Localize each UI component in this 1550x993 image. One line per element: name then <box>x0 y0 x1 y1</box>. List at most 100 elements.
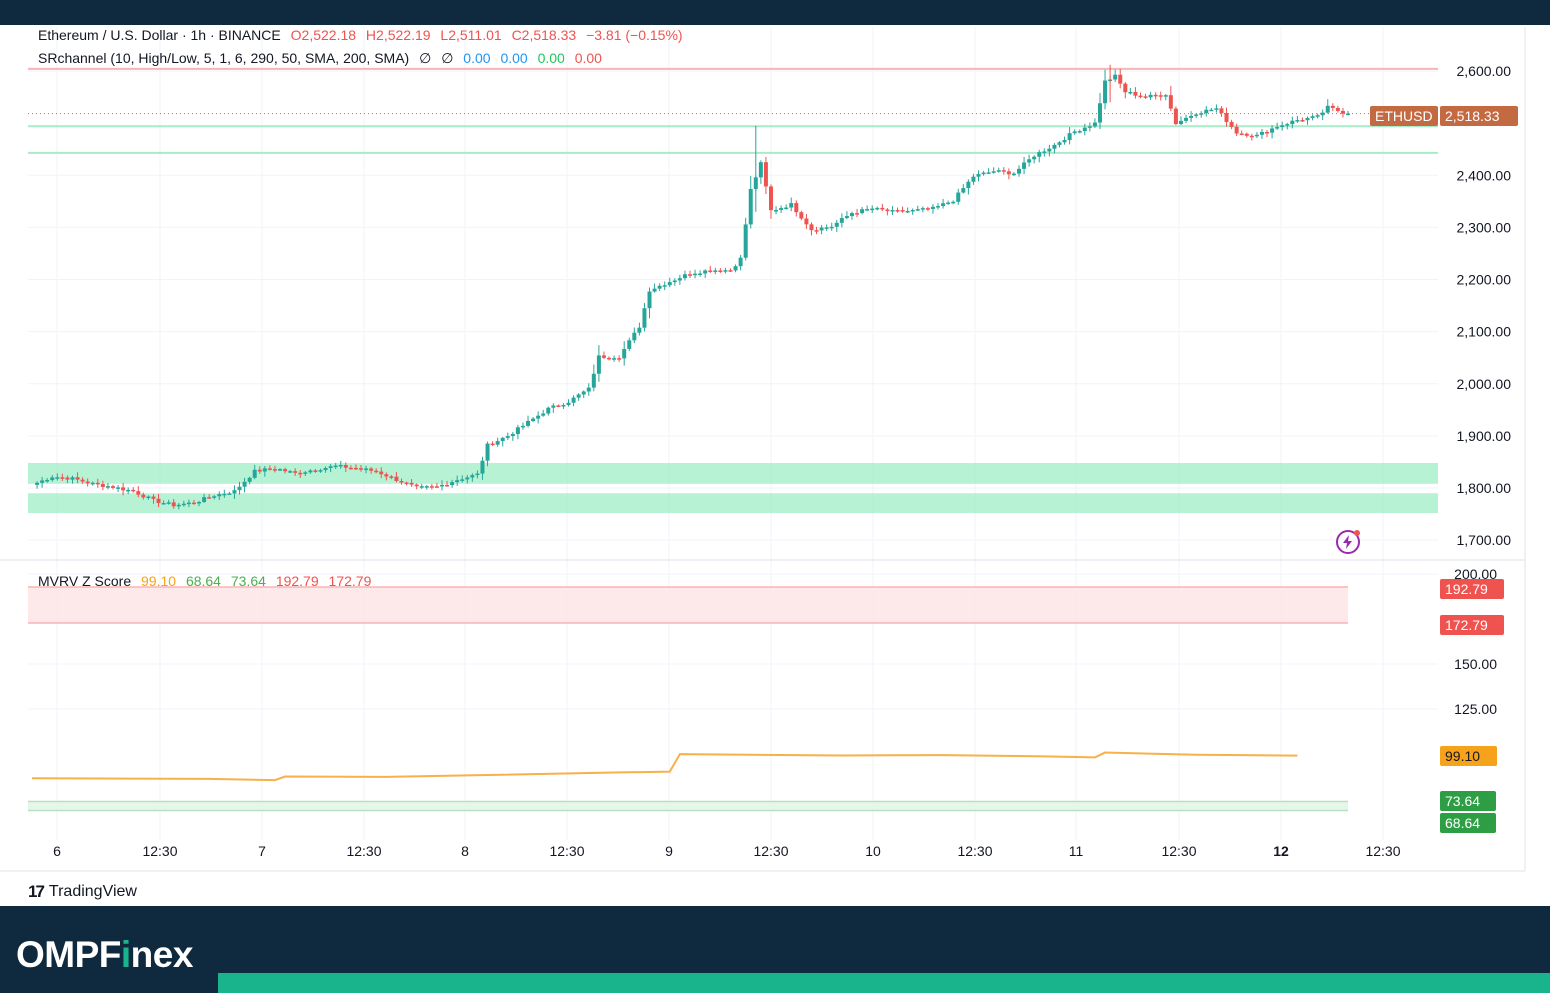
symbol-name[interactable]: Ethereum / U.S. Dollar · 1h · BINANCE <box>38 27 281 43</box>
candle-body <box>85 481 90 484</box>
candle-body <box>515 427 520 434</box>
candle-body <box>1032 156 1037 160</box>
candle-body <box>1037 152 1042 157</box>
candle-body <box>1133 91 1138 96</box>
tradingview-logo[interactable]: 17 TradingView <box>28 882 137 902</box>
candle-body <box>45 480 50 482</box>
candle-body <box>647 291 652 309</box>
candle-body <box>1062 139 1067 143</box>
candles <box>35 68 1350 510</box>
candle-body <box>207 497 212 499</box>
mvrv-green-band <box>28 801 1348 811</box>
candle-body <box>146 496 151 499</box>
candle-body <box>40 480 45 483</box>
candle-body <box>1280 125 1285 128</box>
candle-body <box>1113 74 1118 80</box>
candle-body <box>703 270 708 274</box>
candle-body <box>191 502 196 505</box>
candle-body <box>890 210 895 212</box>
candle-body <box>480 460 485 474</box>
candle-body <box>612 358 617 360</box>
lightning-alert-icon[interactable] <box>1335 529 1361 555</box>
candle-body <box>434 486 439 488</box>
candle-body <box>1295 120 1300 122</box>
candle-body <box>95 482 100 485</box>
candle-body <box>617 358 622 360</box>
candle-body <box>505 436 510 438</box>
brand-tail: nex <box>130 934 194 975</box>
candle-body <box>1346 113 1350 116</box>
candle-body <box>1022 162 1027 169</box>
candle-body <box>35 482 40 485</box>
top-banner <box>0 0 1550 25</box>
candle-body <box>267 468 272 470</box>
candle-body <box>1128 91 1133 94</box>
mvrv-legend: MVRV Z Score 99.10 68.64 73.64 192.79 17… <box>38 573 377 589</box>
sr-zone-2 <box>28 493 1438 514</box>
candle-body <box>1265 132 1270 134</box>
time-axis-label: 6 <box>53 843 61 859</box>
candle-body <box>763 162 768 187</box>
candle-body <box>1178 120 1183 125</box>
candle-body <box>1194 114 1199 116</box>
candle-body <box>1143 96 1148 98</box>
candle-body <box>227 493 232 495</box>
candle-body <box>1168 95 1173 109</box>
candle-body <box>1184 117 1189 121</box>
indicator-value-2: 0.00 <box>500 50 528 66</box>
candle-body <box>1234 126 1239 134</box>
mvrv-lower-tag: 172.79 <box>1440 615 1504 635</box>
candle-body <box>844 216 849 219</box>
candle-body <box>460 479 465 481</box>
candle-body <box>1138 95 1143 98</box>
candle-body <box>1254 134 1259 137</box>
candle-body <box>126 489 131 492</box>
tradingview-mark-icon: 17 <box>28 882 45 901</box>
candle-body <box>1290 120 1295 125</box>
candle-body <box>1199 113 1204 115</box>
candle-body <box>956 192 961 202</box>
mvrv-value-5: 172.79 <box>328 573 372 589</box>
ohlc-open: O2,522.18 <box>290 27 357 43</box>
indicator-legend: SRchannel (10, High/Low, 5, 1, 6, 290, 5… <box>38 50 608 67</box>
candle-body <box>677 278 682 281</box>
candle-body <box>445 484 450 487</box>
candle-body <box>829 226 834 229</box>
candle-body <box>202 497 207 502</box>
indicator-value-4: 0.00 <box>574 50 602 66</box>
candle-body <box>758 162 763 178</box>
candle-body <box>556 405 561 407</box>
candle-body <box>768 186 773 211</box>
candle-body <box>733 266 738 271</box>
candle-body <box>728 270 733 272</box>
candle-body <box>581 391 586 395</box>
candle-body <box>870 208 875 211</box>
time-axis-label: 11 <box>1069 843 1084 859</box>
candle-body <box>779 208 784 210</box>
candle-body <box>1123 83 1128 93</box>
candle-body <box>500 437 505 442</box>
candle-body <box>197 501 202 504</box>
chart-area[interactable]: 1,700.00 1,800.00 1,900.00 2,000.00 2,100.00… <box>0 25 1550 906</box>
candle-body <box>855 213 860 215</box>
mvrv-red-band <box>28 586 1348 623</box>
candle-body <box>596 355 601 374</box>
candle-body <box>374 470 379 473</box>
candle-body <box>672 280 677 283</box>
candle-body <box>359 468 363 470</box>
candle-body <box>930 206 935 209</box>
price-axis-label: 2,600.00 <box>1457 63 1512 79</box>
candle-body <box>981 172 986 175</box>
indicator-name[interactable]: SRchannel (10, High/Low, 5, 1, 6, 290, 5… <box>38 50 410 66</box>
mvrv-name[interactable]: MVRV Z Score <box>38 573 132 589</box>
candle-body <box>607 357 612 360</box>
candle-body <box>849 213 854 217</box>
candle-body <box>419 486 424 488</box>
mvrv-value-2: 68.64 <box>185 573 221 589</box>
candle-body <box>384 474 389 477</box>
candle-body <box>880 207 885 210</box>
candle-body <box>212 496 217 498</box>
candle-body <box>1209 109 1214 112</box>
candle-body <box>1163 95 1168 97</box>
chart-canvas[interactable]: 1,700.00 1,800.00 1,900.00 2,000.00 2,100.00… <box>0 25 1550 906</box>
